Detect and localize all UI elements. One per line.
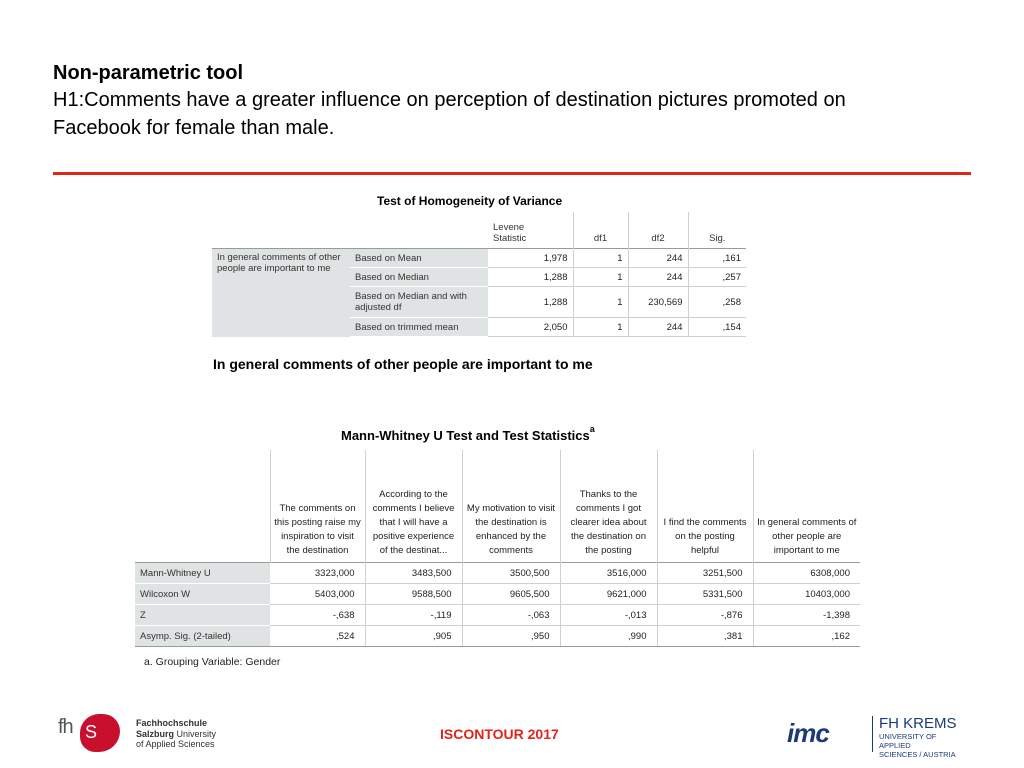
hypothesis-line-1: H1:Comments have a greater influence on … (53, 89, 846, 111)
sig-header: Sig. (709, 233, 726, 244)
imc-fh-krems-logo: imc FH KREMS UNIVERSITY OF APPLIED SCIEN… (787, 714, 967, 760)
fh-krems-text: FH KREMS UNIVERSITY OF APPLIED SCIENCES … (879, 715, 957, 760)
levene-stat-header: Levene Statistic (488, 212, 574, 249)
table-row: Wilcoxon W 5403,000 9588,500 9605,500 96… (135, 583, 860, 605)
logo-divider (872, 716, 873, 752)
levene-variable-label: In general comments of other people are … (212, 248, 350, 337)
table-row: Based on Median and with adjusted df 1,2… (212, 286, 746, 318)
title-block: Non-parametric tool H1:Comments have a g… (53, 60, 993, 142)
df2-header: df2 (628, 212, 689, 249)
table-row: Based on Median 1,288 1 244 ,257 (212, 267, 746, 287)
table-row: In general comments of other people are … (212, 248, 746, 337)
mw-col-header: My motivation to visit the destination i… (462, 450, 561, 563)
fhs-logo-mark: fh (58, 716, 74, 738)
hypothesis-line-2: Facebook for female than male. (53, 117, 335, 139)
fhs-logo-blob: S (80, 714, 120, 752)
imc-logo-mark: imc (787, 718, 830, 748)
section-heading: In general comments of other people are … (213, 356, 593, 372)
df1-header: df1 (573, 212, 629, 249)
mw-col-header: According to the comments I believe that… (365, 450, 463, 563)
fhs-logo-text: Fachhochschule Salzburg University of Ap… (136, 718, 217, 749)
mann-whitney-caption: Mann-Whitney U Test and Test Statisticsa (341, 424, 595, 443)
mw-col-header: In general comments of other people are … (757, 517, 857, 556)
table-row: Z -,638 -,119 -,063 -,013 -,876 -1,398 (135, 604, 860, 626)
mw-header-row: The comments on this posting raise my in… (135, 450, 860, 563)
caption-footnote-marker: a (589, 424, 595, 434)
table-row: Asymp. Sig. (2-tailed) ,524 ,905 ,950 ,9… (135, 625, 860, 647)
mann-whitney-table: The comments on this posting raise my in… (135, 450, 860, 647)
fhs-salzburg-logo: fh S Fachhochschule Salzburg University … (58, 714, 228, 754)
table-row: Based on trimmed mean 2,050 1 244 ,154 (212, 317, 746, 337)
mw-col-header: I find the comments on the posting helpf… (657, 450, 754, 563)
levene-table: Levene Statistic df1 df2 Sig. In general… (212, 212, 746, 337)
conference-label: ISCONTOUR 2017 (440, 726, 559, 742)
levene-header-row: Levene Statistic df1 df2 Sig. (212, 212, 746, 249)
title-divider (53, 172, 971, 175)
levene-caption: Test of Homogeneity of Variance (377, 194, 563, 208)
table-footnote: a. Grouping Variable: Gender (144, 656, 281, 668)
mw-col-header: Thanks to the comments I got clearer ide… (560, 450, 658, 563)
slide-title: Non-parametric tool (53, 62, 244, 84)
table-row: Mann-Whitney U 3323,000 3483,500 3500,50… (135, 562, 860, 584)
mw-col-header: The comments on this posting raise my in… (270, 450, 366, 563)
